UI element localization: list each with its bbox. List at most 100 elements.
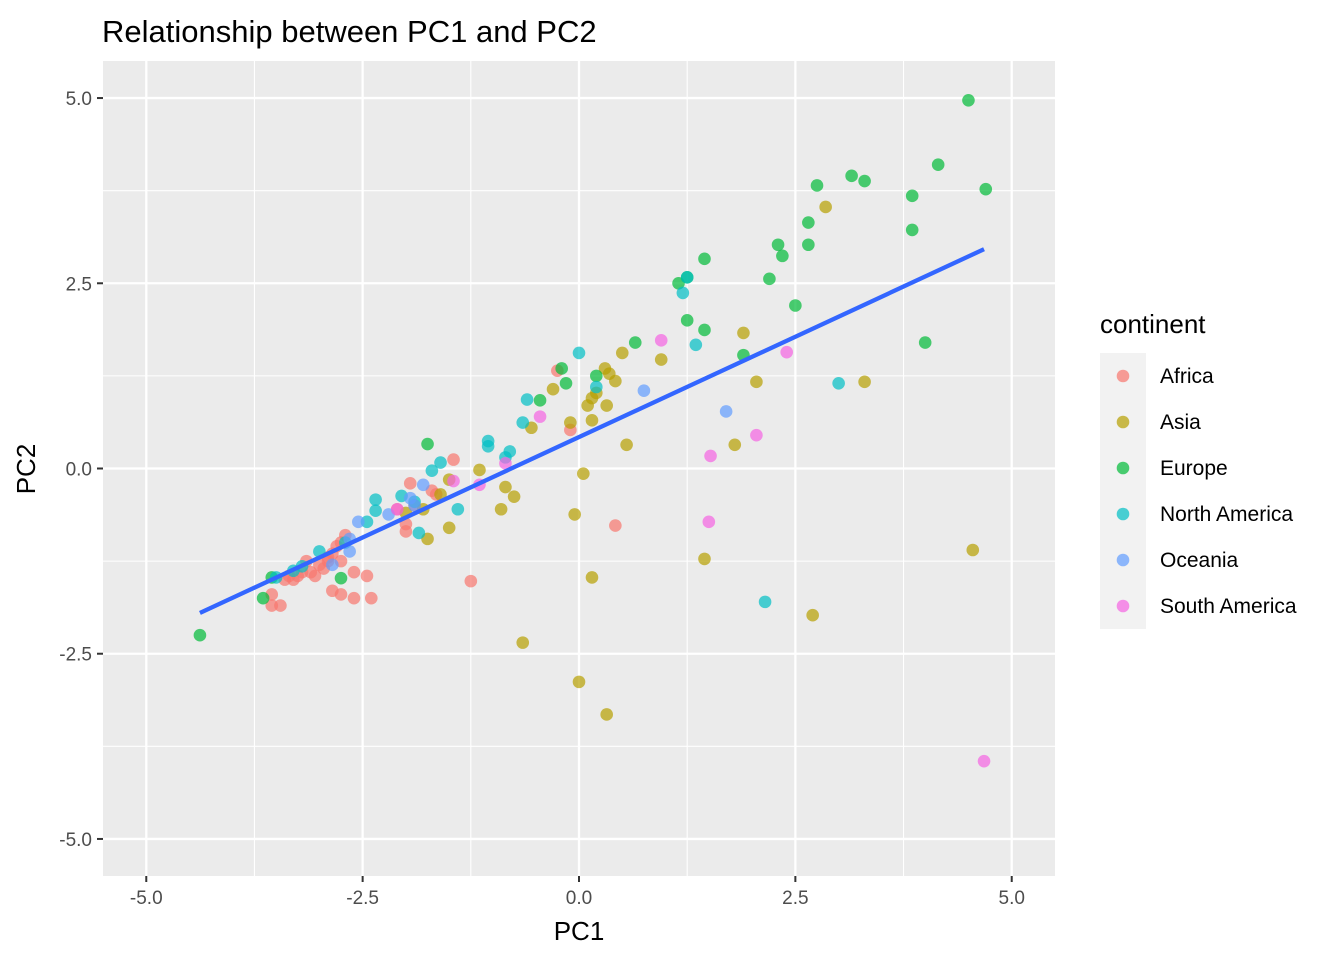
point-asia — [442, 521, 456, 535]
point-europe — [193, 628, 207, 642]
point-north-america — [425, 464, 439, 478]
point-europe — [845, 169, 858, 183]
point-asia — [516, 636, 530, 649]
point-oceania — [416, 478, 430, 492]
point-europe — [590, 369, 603, 383]
y-tick-label: -5.0 — [59, 830, 92, 851]
point-asia — [568, 508, 581, 521]
y-tick-label: 2.5 — [66, 274, 92, 295]
point-south-america — [390, 502, 404, 516]
legend-key-oceania — [1116, 553, 1130, 567]
point-south-america — [750, 428, 763, 442]
point-asia — [615, 346, 629, 360]
point-asia — [654, 353, 668, 366]
point-north-america — [481, 439, 495, 453]
point-north-america — [412, 526, 426, 540]
point-africa — [447, 453, 460, 466]
legend-title: continent — [1100, 309, 1206, 339]
legend-key-north-america — [1116, 507, 1130, 521]
point-europe — [905, 189, 919, 203]
point-europe — [858, 174, 871, 188]
point-europe — [905, 223, 919, 237]
point-asia — [620, 438, 633, 452]
point-oceania — [719, 405, 733, 418]
point-africa — [334, 588, 348, 601]
point-oceania — [343, 545, 356, 558]
point-europe — [559, 376, 573, 390]
point-oceania — [408, 499, 421, 512]
point-north-america — [520, 393, 534, 406]
point-north-america — [369, 493, 382, 506]
point-north-america — [360, 515, 374, 529]
point-north-america — [758, 595, 772, 609]
point-asia — [609, 374, 622, 388]
point-asia — [546, 382, 560, 396]
point-europe — [802, 216, 815, 229]
y-tick-label: 0.0 — [66, 460, 92, 481]
point-europe — [802, 238, 815, 252]
point-europe — [555, 362, 568, 375]
point-africa — [347, 565, 361, 579]
point-europe — [962, 93, 975, 107]
point-asia — [577, 467, 590, 480]
point-asia — [473, 463, 486, 477]
y-tick-label: 5.0 — [66, 89, 92, 110]
point-europe — [771, 238, 785, 252]
legend-key-europe — [1116, 461, 1130, 475]
point-asia — [585, 414, 599, 427]
point-north-america — [676, 286, 690, 300]
trend-layer — [199, 247, 985, 615]
point-north-america — [590, 380, 603, 394]
point-south-america — [977, 754, 991, 768]
point-north-america — [572, 346, 586, 360]
point-europe — [533, 394, 547, 407]
point-south-america — [499, 457, 512, 470]
point-north-america — [451, 502, 465, 516]
point-europe — [334, 571, 348, 585]
point-oceania — [637, 384, 651, 398]
point-oceania — [352, 515, 365, 529]
point-africa — [364, 591, 378, 605]
point-europe — [628, 336, 642, 349]
point-europe — [918, 336, 932, 349]
point-asia — [750, 375, 763, 389]
point-asia — [728, 438, 742, 452]
point-asia — [585, 571, 599, 584]
y-axis-title: PC2 — [11, 444, 41, 495]
legend-key-africa — [1116, 369, 1130, 383]
legend-key-south-america — [1116, 599, 1130, 613]
point-europe — [698, 323, 711, 337]
point-north-america — [516, 416, 530, 429]
point-asia — [600, 399, 613, 412]
point-africa — [403, 477, 417, 490]
x-tick-label: -5.0 — [130, 888, 163, 909]
point-africa — [609, 519, 622, 532]
legend-label-oceania: Oceania — [1160, 549, 1239, 572]
point-asia — [806, 608, 819, 622]
points-layer — [193, 93, 993, 768]
point-europe — [698, 252, 711, 266]
point-africa — [274, 599, 287, 612]
point-africa — [265, 599, 279, 612]
point-africa — [313, 558, 326, 572]
point-north-america — [369, 504, 382, 518]
point-asia — [600, 708, 613, 721]
point-europe — [789, 299, 802, 312]
legend-label-asia: Asia — [1160, 411, 1201, 434]
point-asia — [494, 502, 508, 516]
point-north-america — [832, 376, 845, 390]
point-south-america — [447, 474, 460, 488]
legend-label-europe: Europe — [1160, 457, 1228, 480]
point-asia — [819, 200, 832, 214]
point-oceania — [326, 558, 339, 572]
y-axis-ticks: -5.0 -2.5 0.0 2.5 5.0 — [59, 89, 103, 851]
point-south-america — [780, 345, 794, 359]
point-africa — [347, 591, 361, 605]
x-axis-title: PC1 — [554, 916, 605, 946]
point-asia — [499, 480, 512, 494]
trend-line — [199, 247, 985, 615]
point-europe — [421, 437, 434, 451]
point-south-america — [702, 515, 716, 529]
